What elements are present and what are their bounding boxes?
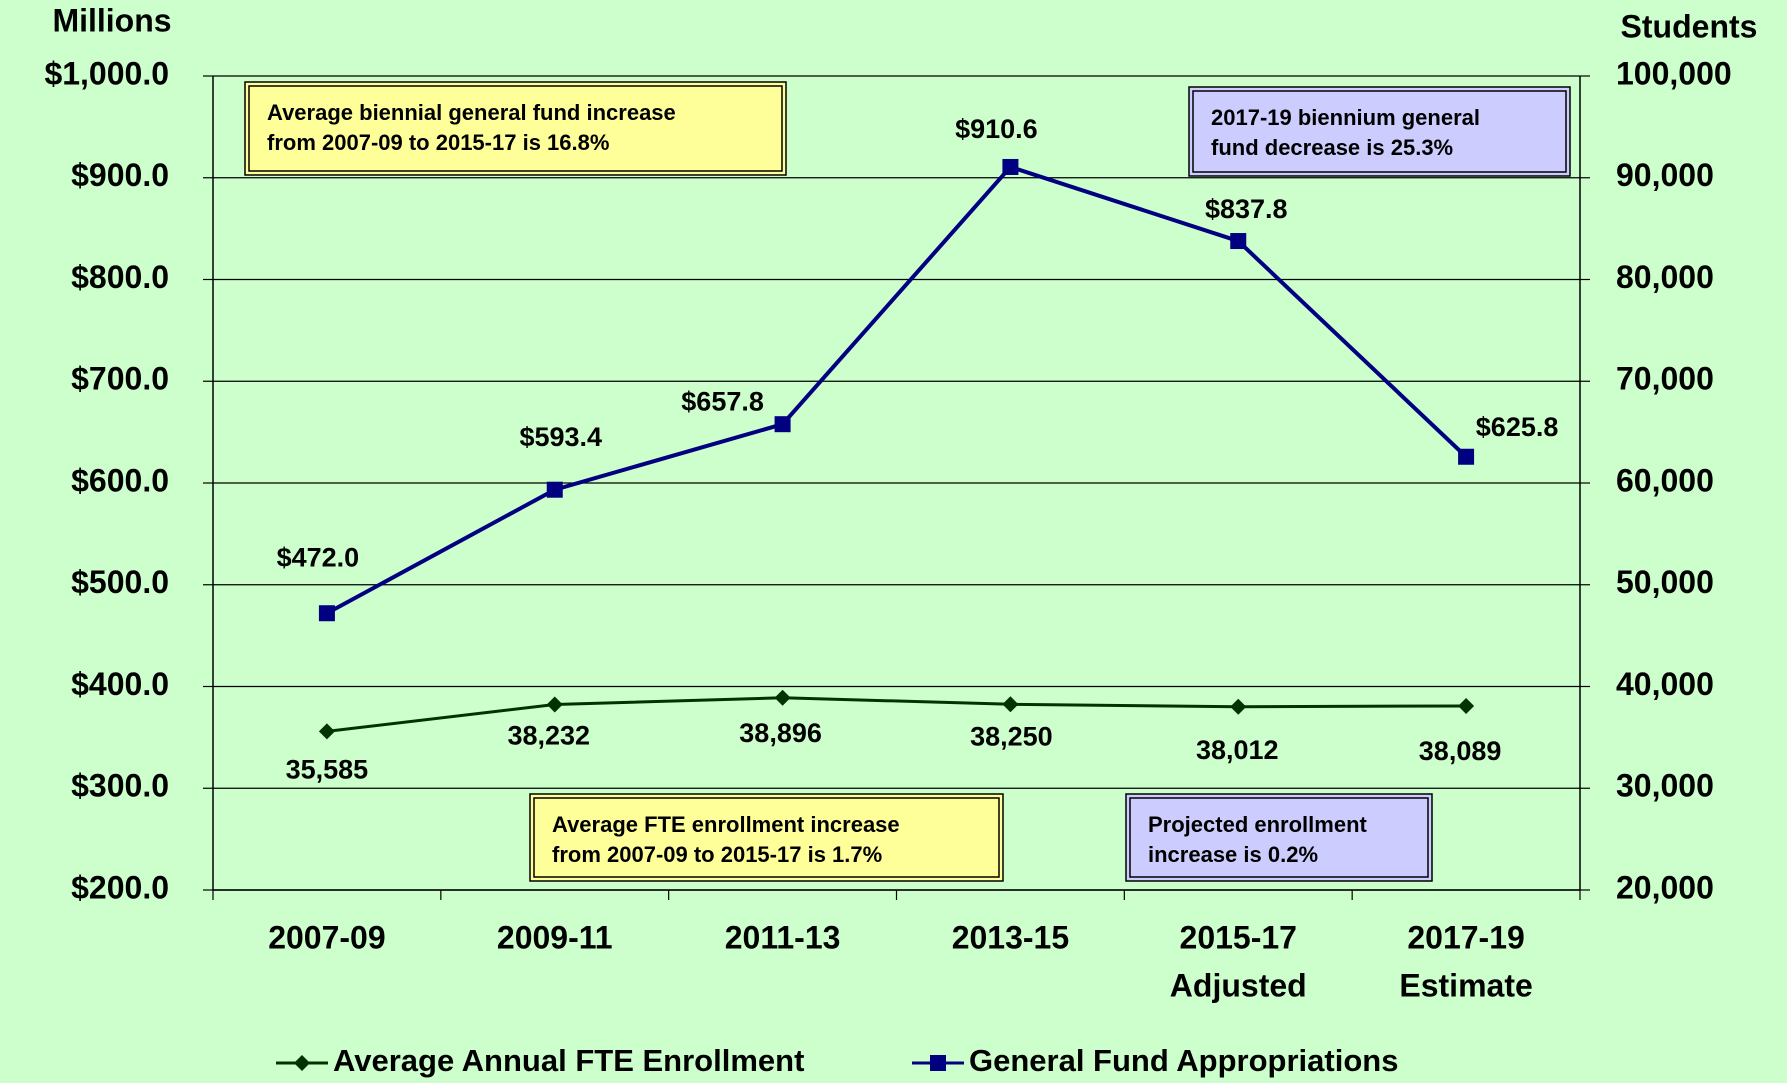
marker <box>1230 698 1247 715</box>
y2-tick-label: 30,000 <box>1616 768 1714 804</box>
y-tick-label: $400.0 <box>71 666 169 702</box>
legend-label: Average Annual FTE Enrollment <box>333 1043 804 1078</box>
data-label: $837.8 <box>1205 194 1288 224</box>
y2-tick-label: 70,000 <box>1616 361 1714 397</box>
annotation-text: Average biennial general fund increase <box>267 100 676 125</box>
marker <box>1458 697 1475 714</box>
series-line <box>325 164 1468 615</box>
annotation-text: 2017-19 biennium general <box>1211 105 1480 130</box>
marker <box>774 416 791 433</box>
series-line <box>326 696 1467 733</box>
annotation-box <box>1125 793 1433 882</box>
y-tick-label: $900.0 <box>71 157 169 193</box>
x-tick-label: 2015-17 <box>1180 919 1297 955</box>
x-tick-label: 2017-19 <box>1407 919 1524 955</box>
y-tick-label: $500.0 <box>71 564 169 600</box>
marker <box>318 605 335 622</box>
data-label: $657.8 <box>681 386 764 416</box>
y-tick-label: $200.0 <box>71 869 169 905</box>
data-label: $625.8 <box>1476 412 1559 442</box>
x-tick-label: 2009-11 <box>497 919 613 955</box>
annotation-box <box>529 793 1004 882</box>
y2-tick-label: 80,000 <box>1616 259 1714 295</box>
marker <box>1002 158 1019 175</box>
annotation-box <box>244 81 787 176</box>
y2-axis-title: Students <box>1621 8 1758 44</box>
marker <box>1002 696 1019 713</box>
marker <box>1458 448 1475 465</box>
annotation-text: from 2007-09 to 2015-17 is 1.7% <box>552 842 882 867</box>
marker <box>546 696 563 713</box>
annotation-box-inner <box>248 85 783 172</box>
marker <box>546 481 563 498</box>
data-label: $910.6 <box>955 114 1038 144</box>
y-tick-label: $600.0 <box>71 462 169 498</box>
y2-tick-label: 100,000 <box>1616 55 1732 91</box>
annotation-box-inner <box>533 797 1000 878</box>
data-label: 35,585 <box>286 755 369 785</box>
annotation-text: Average FTE enrollment increase <box>552 812 900 837</box>
y2-tick-label: 20,000 <box>1616 869 1714 905</box>
y2-tick-label: 60,000 <box>1616 462 1714 498</box>
annotation-text: fund decrease is 25.3% <box>1211 135 1453 160</box>
x-tick-label: Adjusted <box>1170 967 1307 1003</box>
x-tick-label: 2011-13 <box>725 919 841 955</box>
annotation-text: increase is 0.2% <box>1148 842 1318 867</box>
x-tick-label: 2013-15 <box>952 919 1069 955</box>
y-tick-label: $700.0 <box>71 361 169 397</box>
marker <box>1230 233 1247 250</box>
data-label: $593.4 <box>519 422 602 452</box>
x-tick-label: 2007-09 <box>268 919 385 955</box>
data-label: $472.0 <box>277 542 360 572</box>
data-label: 38,012 <box>1196 735 1279 765</box>
marker <box>318 723 335 740</box>
y-tick-label: $300.0 <box>71 768 169 804</box>
y2-tick-label: 90,000 <box>1616 157 1714 193</box>
annotation-box-inner <box>1192 90 1567 173</box>
data-label: 38,232 <box>507 721 590 751</box>
x-tick-label: Estimate <box>1399 967 1532 1003</box>
data-label: 38,089 <box>1419 736 1502 766</box>
y-axis-title: Millions <box>52 2 171 38</box>
annotation-box <box>1188 86 1571 177</box>
legend-label: General Fund Appropriations <box>969 1043 1398 1078</box>
annotation-text: Projected enrollment <box>1148 812 1368 837</box>
annotation-box-inner <box>1129 797 1429 878</box>
y2-tick-label: 40,000 <box>1616 666 1714 702</box>
marker <box>294 1055 310 1071</box>
data-label: 38,896 <box>739 718 822 748</box>
y-tick-label: $1,000.0 <box>44 55 169 91</box>
marker <box>930 1055 946 1071</box>
y-tick-label: $800.0 <box>71 259 169 295</box>
annotation-text: from 2007-09 to 2015-17 is 16.8% <box>267 130 609 155</box>
marker <box>774 689 791 706</box>
data-label: 38,250 <box>970 721 1053 751</box>
y2-tick-label: 50,000 <box>1616 564 1714 600</box>
